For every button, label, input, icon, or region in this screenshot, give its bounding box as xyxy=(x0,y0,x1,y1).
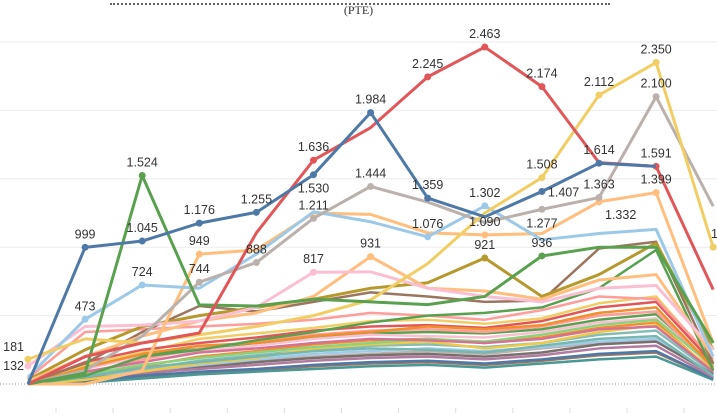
data-point xyxy=(310,156,317,164)
data-label: 1.211 xyxy=(298,198,328,212)
data-label: 2.100 xyxy=(640,77,671,91)
data-point xyxy=(81,243,89,251)
data-label: 473 xyxy=(75,299,96,313)
data-label: 2.350 xyxy=(640,43,671,57)
series-line xyxy=(27,321,715,386)
data-point xyxy=(138,281,146,289)
data-label: 817 xyxy=(303,252,324,266)
data-label: 1.076 xyxy=(412,217,443,231)
data-label: 1.302 xyxy=(469,186,500,200)
data-label: 1.255 xyxy=(241,192,272,206)
data-label: 2.463 xyxy=(469,27,500,41)
data-point xyxy=(424,73,432,81)
data-label: 921 xyxy=(474,238,495,252)
data-point xyxy=(652,59,660,67)
data-label: 181 xyxy=(3,340,24,354)
data-label: 1.363 xyxy=(583,178,614,192)
data-point xyxy=(310,214,317,222)
data-point xyxy=(538,205,546,213)
data-point xyxy=(709,243,717,251)
data-point xyxy=(81,315,89,323)
data-label: 1.508 xyxy=(526,158,557,172)
data-label: 1.614 xyxy=(583,143,614,157)
data-point xyxy=(481,254,489,262)
data-label: 1.524 xyxy=(127,156,158,170)
data-label: 1... xyxy=(711,227,717,241)
series-line xyxy=(27,318,714,386)
data-point xyxy=(310,171,317,179)
data-label: 1.332 xyxy=(605,208,636,222)
data-label: 1.090 xyxy=(469,215,500,229)
data-point xyxy=(595,91,603,99)
data-label: 1.984 xyxy=(355,93,386,107)
data-label: 888 xyxy=(246,243,267,257)
series-line xyxy=(27,355,714,386)
series-line xyxy=(27,295,715,380)
data-label: 1.176 xyxy=(184,203,215,217)
data-point xyxy=(195,219,203,227)
data-label: 1.359 xyxy=(412,178,443,192)
data-label: 1.591 xyxy=(640,146,671,160)
series-line xyxy=(27,295,715,386)
data-point xyxy=(195,278,203,286)
series-line xyxy=(27,325,714,386)
chart-subtitle: (PTE) xyxy=(343,3,374,17)
data-label: 2.112 xyxy=(584,75,614,89)
data-point xyxy=(367,109,375,117)
data-label: 724 xyxy=(132,265,153,279)
data-label: 1.530 xyxy=(298,182,329,196)
series-line xyxy=(27,340,714,386)
data-label: 936 xyxy=(531,236,552,250)
series-line xyxy=(26,111,657,385)
data-point xyxy=(252,259,260,267)
series-line xyxy=(27,306,715,386)
data-point xyxy=(24,355,32,363)
data-point xyxy=(652,189,660,197)
data-label: 2.245 xyxy=(412,57,443,71)
series-line xyxy=(27,300,715,386)
data-label: 1.636 xyxy=(298,140,329,154)
data-point xyxy=(367,253,375,261)
data-point xyxy=(24,362,32,370)
data-point xyxy=(538,188,546,196)
data-label: 1.277 xyxy=(526,216,557,230)
data-point xyxy=(538,252,546,260)
series-line xyxy=(27,349,714,386)
data-point xyxy=(595,159,603,167)
data-point xyxy=(481,231,489,239)
data-label: 1.045 xyxy=(127,221,158,235)
data-label: 999 xyxy=(75,227,96,241)
truncated-title xyxy=(110,0,610,5)
series-line xyxy=(27,312,715,386)
data-label: 132 xyxy=(3,359,24,373)
data-label: 2.174 xyxy=(526,67,557,81)
data-point xyxy=(424,194,432,202)
series-line xyxy=(27,344,714,386)
data-point xyxy=(481,43,489,51)
data-label: 1.399 xyxy=(640,173,671,187)
series-line xyxy=(27,270,715,368)
data-point xyxy=(367,182,375,190)
data-point xyxy=(195,250,203,258)
data-point xyxy=(538,83,546,91)
data-point xyxy=(138,237,146,245)
data-point xyxy=(310,268,317,276)
data-label: 949 xyxy=(189,234,210,248)
data-point xyxy=(538,174,546,182)
data-point xyxy=(138,172,146,180)
data-point xyxy=(595,194,603,202)
series-line xyxy=(27,310,715,386)
data-label: 1.407 xyxy=(548,186,579,200)
data-label: 744 xyxy=(189,262,210,276)
data-point xyxy=(424,233,432,241)
data-point xyxy=(252,208,260,216)
data-point xyxy=(652,93,660,101)
data-point xyxy=(481,202,489,210)
data-label: 1.444 xyxy=(355,166,386,180)
data-label: 931 xyxy=(360,237,381,251)
